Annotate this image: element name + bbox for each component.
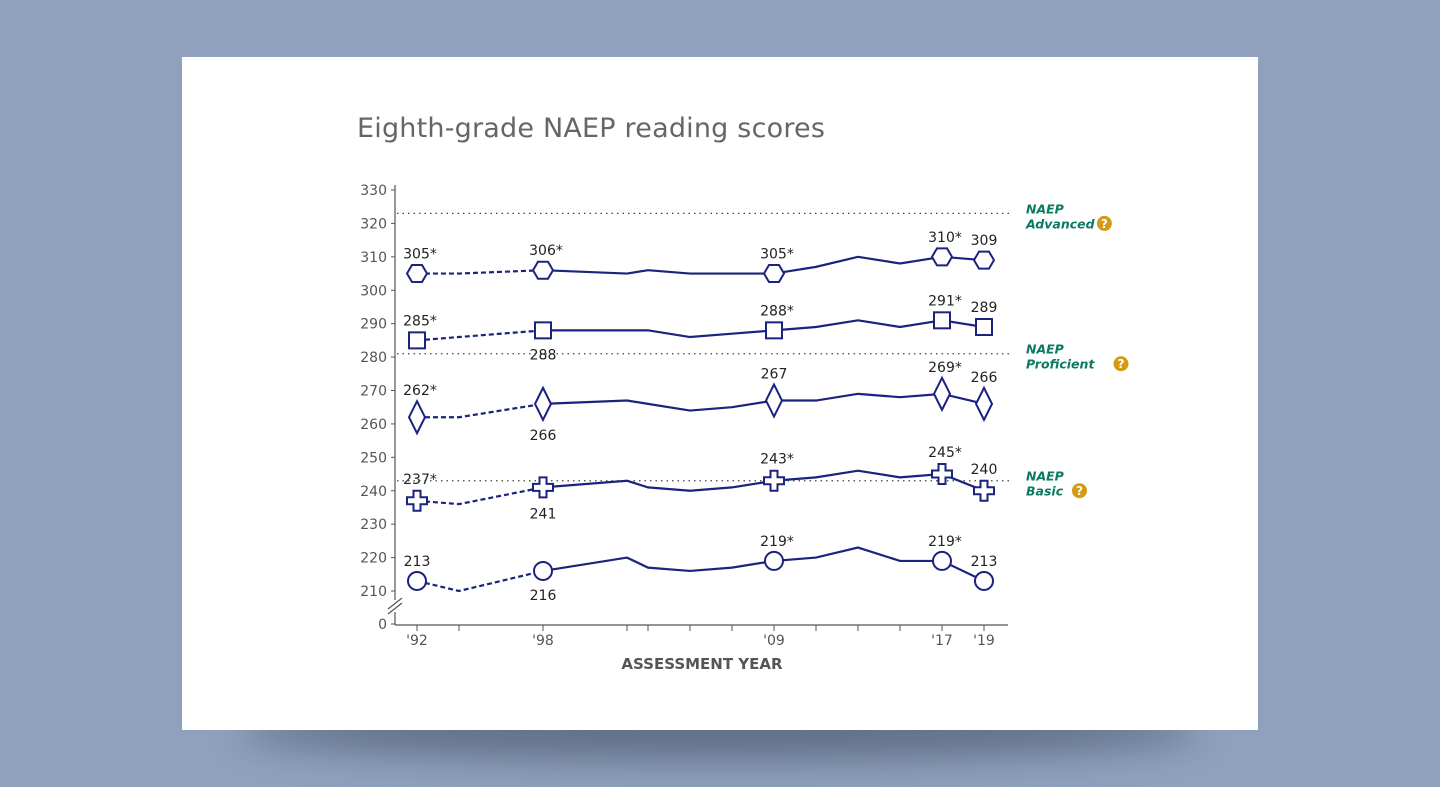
square-marker [975,318,993,337]
chart-title: Eighth-grade NAEP reading scores [357,113,826,144]
question-circle-icon [1113,356,1129,372]
data-label: 291* [928,293,962,309]
hexagon-marker [405,264,429,284]
reference-label-line2: Basic [1026,484,1064,499]
cross-marker [763,469,785,492]
data-label: 309 [971,233,998,249]
square-marker [933,311,951,330]
data-label: 266 [971,370,998,386]
reference-label-line2: Proficient [1026,357,1095,372]
data-label: 306* [529,243,563,259]
data-label: 243* [760,452,794,468]
data-label: 219* [928,534,962,550]
diamond-marker [974,385,994,423]
reference-label-line1: NAEP [1026,469,1064,484]
series-line-dashed [416,569,544,593]
question-mark: ? [1101,217,1108,231]
series-line-dashed [416,329,544,342]
data-label: 266 [530,428,557,444]
y-tick-label: 270 [360,384,387,400]
cross-marker [406,489,428,512]
y-tick-label: 230 [360,517,387,533]
y-tick-label: 310 [360,250,387,266]
y-tick-label: 290 [360,317,387,333]
diamond-marker [407,398,427,436]
hexagon-marker [930,247,954,267]
data-label: 305* [760,247,794,263]
y-tick-label: 210 [360,584,387,600]
x-tick-label: '98 [532,633,554,649]
y-tick-label: 250 [360,450,387,466]
axis-break-mark [387,602,403,615]
series-line-dashed [416,486,544,506]
diamond-marker [764,382,784,419]
series-line [542,546,985,582]
question-mark: ? [1076,484,1083,498]
series-line [542,392,985,412]
y-tick-label: 300 [360,283,387,299]
reference-label-line1: NAEP [1026,201,1064,216]
data-label: 285* [403,313,437,329]
question-circle-icon [1096,215,1112,231]
reference-label-line2: Advanced [1025,216,1096,231]
chart-card: Eighth-grade NAEP reading scores [182,57,1258,730]
diamond-marker [533,385,553,423]
data-label: 245* [928,445,962,461]
square-marker [534,321,552,340]
data-label: 241 [530,506,557,522]
circle-marker [407,570,427,591]
series-line-dashed [417,402,544,419]
y-tick-label: 330 [360,183,387,199]
data-label: 213 [971,554,998,570]
hexagon-marker [762,264,786,284]
question-circle-icon [1072,483,1087,499]
data-label: 216 [530,588,557,604]
data-label: 219* [760,534,794,550]
data-label: 269* [928,360,962,376]
x-tick-label: '09 [763,633,785,649]
y-tick-label: 220 [360,551,387,567]
x-tick-label: '17 [931,633,953,649]
circle-marker [932,550,952,571]
y-tick-label: 260 [360,417,387,433]
data-label: 267 [761,367,788,383]
cross-marker [931,463,953,486]
cross-marker [532,476,554,499]
cross-marker [973,479,995,502]
x-axis-title: ASSESSMENT YEAR [621,655,783,673]
data-label: 305* [403,247,437,263]
data-label: 310* [928,230,962,246]
question-mark: ? [1118,357,1125,371]
reference-label-line1: NAEP [1026,342,1064,357]
y-tick-label: 280 [360,350,387,366]
data-label: 262* [403,383,437,399]
circle-marker [533,560,553,581]
x-tick-label: '92 [406,633,428,649]
hexagon-marker [972,250,996,270]
series-line [543,319,985,339]
square-marker [408,331,426,350]
data-label: 289 [971,300,998,316]
x-tick-label: '19 [973,633,995,649]
y-tick-label: 240 [360,484,387,500]
data-label: 237* [403,472,437,488]
square-marker [765,321,783,340]
data-label: 213 [404,554,431,570]
data-label: 288* [760,303,794,319]
y-tick-label: 0 [378,617,387,633]
series-line-dashed [417,269,544,275]
circle-marker [764,550,784,571]
circle-marker [974,570,994,591]
data-label: 240 [971,462,998,478]
axis-break-mark [387,597,403,610]
hexagon-marker [531,260,555,280]
y-tick-label: 320 [360,216,387,232]
diamond-marker [932,375,952,413]
data-label: 288 [530,347,557,363]
